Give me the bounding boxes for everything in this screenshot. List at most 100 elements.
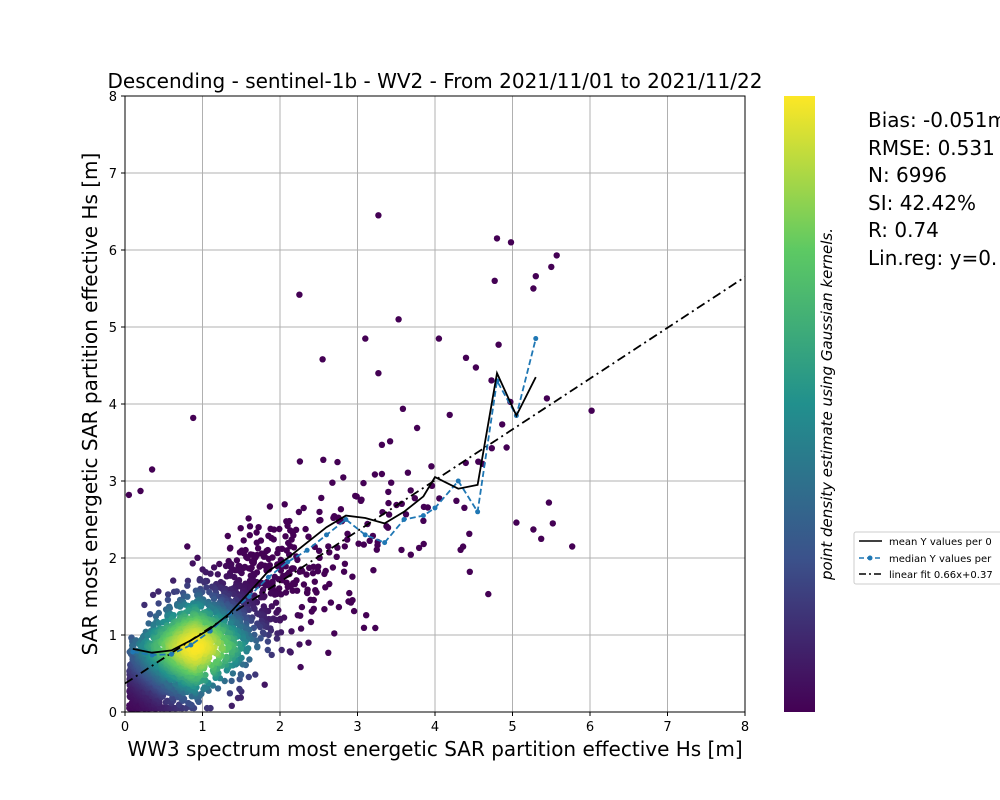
scatter-point <box>254 545 262 552</box>
colorbar <box>784 96 815 712</box>
scatter-point <box>329 564 337 571</box>
scatter-point <box>549 520 556 527</box>
scatter-point <box>164 591 172 598</box>
scatter-point <box>272 599 280 606</box>
scatter-point <box>226 545 234 552</box>
legend-median-label: median Y values per <box>889 554 992 565</box>
colorbar-label: point density estimate using Gaussian ke… <box>818 228 836 581</box>
scatter-point <box>216 560 223 568</box>
median-marker <box>304 547 310 553</box>
scatter-point <box>499 421 506 428</box>
scatter-point <box>201 579 208 586</box>
y-tick-label: 5 <box>109 321 117 336</box>
scatter-point <box>415 544 423 552</box>
scatter-point <box>246 656 253 663</box>
scatter-point <box>184 593 191 600</box>
stat-n: N: 6996 <box>868 163 947 187</box>
stat-bias: Bias: -0.051m <box>868 108 1000 132</box>
x-tick-label: 6 <box>586 720 594 735</box>
scatter-point <box>229 670 237 677</box>
chart-title: Descending - sentinel-1b - WV2 - From 20… <box>108 69 763 93</box>
scatter-point <box>254 643 261 650</box>
scatter-point <box>264 646 271 654</box>
scatter-point <box>242 646 250 653</box>
scatter-point <box>398 546 405 554</box>
median-marker <box>362 532 368 538</box>
scatter-point <box>214 571 221 578</box>
scatter-point <box>507 239 515 246</box>
scatter-point <box>334 458 341 466</box>
scatter-point <box>346 589 353 597</box>
scatter-point <box>202 671 209 679</box>
scatter-point <box>286 648 293 655</box>
x-tick-label: 1 <box>198 720 206 735</box>
scatter-point <box>145 620 152 627</box>
stats-box: Bias: -0.051m RMSE: 0.531 N: 6996 SI: 42… <box>868 108 1000 270</box>
scatter-point <box>192 643 199 651</box>
y-tick-label: 6 <box>109 244 117 259</box>
scatter-point <box>155 600 162 607</box>
stat-si: SI: 42.42% <box>868 191 976 215</box>
scatter-point <box>296 291 303 298</box>
mean-line <box>132 370 537 654</box>
scatter-point <box>530 285 537 292</box>
scatter-point <box>303 571 310 578</box>
x-tick-label: 2 <box>276 720 284 735</box>
stat-rmse: RMSE: 0.531 <box>868 136 995 160</box>
scatter-point <box>420 503 428 511</box>
scatter-point <box>244 554 251 562</box>
scatter-point <box>388 479 395 486</box>
scatter-point <box>184 543 191 550</box>
scatter-point <box>189 560 196 567</box>
scatter-point <box>227 620 234 627</box>
scatter-point <box>173 588 180 595</box>
scatter-point <box>319 356 326 363</box>
scatter-point <box>375 370 382 377</box>
median-marker <box>265 574 271 580</box>
scatter-point <box>307 596 314 603</box>
scatter-point <box>548 263 555 271</box>
median-marker <box>475 509 481 515</box>
scatter-point <box>237 671 244 678</box>
median-line <box>132 338 537 656</box>
scatter-point <box>466 568 473 575</box>
scatter-point <box>221 677 228 685</box>
median-marker <box>324 532 329 538</box>
scatter-point <box>491 277 498 284</box>
scatter-point <box>281 501 288 508</box>
scatter-point <box>344 536 351 543</box>
x-axis-ticks: 0 1 2 3 4 5 6 7 8 <box>121 712 749 735</box>
scatter-point <box>246 523 254 530</box>
scatter-point <box>532 273 539 280</box>
scatter-point <box>210 595 218 603</box>
scatter-point <box>588 407 595 414</box>
scatter-point <box>228 702 235 709</box>
scatter-point <box>330 514 337 522</box>
scatter-point <box>553 252 560 259</box>
scatter-point <box>378 441 386 448</box>
scatter-point <box>311 578 318 585</box>
scatter-point <box>253 539 260 546</box>
scatter-point <box>305 533 312 540</box>
scatter-point <box>355 540 362 547</box>
scatter-point <box>236 549 244 556</box>
scatter-point <box>226 690 234 697</box>
scatter-point <box>307 618 315 626</box>
scatter-point <box>399 405 407 412</box>
scatter-point <box>435 335 443 342</box>
legend-mean-label: mean Y values per 0 <box>889 537 992 548</box>
scatter-point <box>372 624 379 632</box>
scatter-point <box>345 598 352 605</box>
scatter-point <box>210 564 218 571</box>
scatter-point <box>201 684 208 691</box>
legend-frame <box>853 531 1000 585</box>
median-marker <box>188 642 194 648</box>
scatter-point <box>395 316 402 323</box>
scatter-point <box>475 458 482 465</box>
scatter-point <box>485 590 492 598</box>
y-tick-label: 2 <box>109 552 117 567</box>
scatter-point <box>503 444 510 451</box>
scatter-point <box>309 570 317 577</box>
scatter-point <box>218 645 225 652</box>
